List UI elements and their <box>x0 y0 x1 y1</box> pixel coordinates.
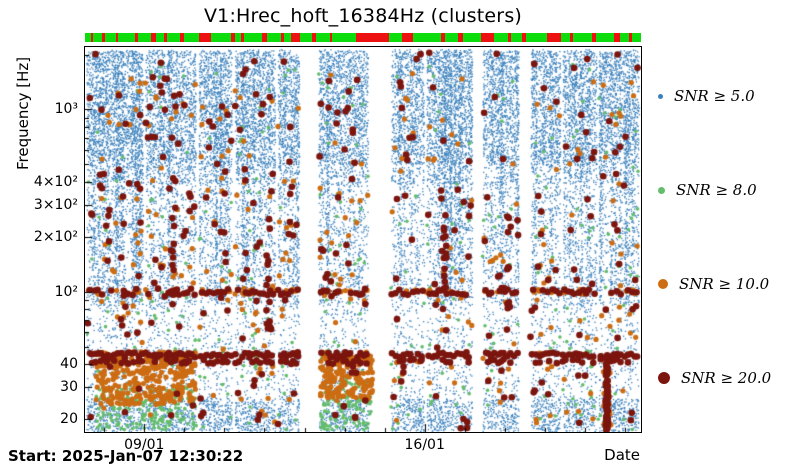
status-alert-segment <box>164 33 168 42</box>
status-alert-segment <box>592 33 597 42</box>
status-alert-segment <box>241 33 244 42</box>
status-alert-segment <box>230 33 236 42</box>
status-alert-segment <box>614 33 620 42</box>
y-tick-label: 30 <box>60 379 78 395</box>
status-alert-segment <box>101 33 105 42</box>
status-alert-segment <box>457 33 464 42</box>
status-alert-segment <box>135 33 138 42</box>
legend-label: SNR ≥ 5.0 <box>674 87 755 105</box>
legend-marker-dot <box>658 186 665 194</box>
y-tick-label: 40 <box>60 356 78 373</box>
legend-item: SNR ≥ 20.0 <box>658 368 771 388</box>
legend-label: SNR ≥ 10.0 <box>679 275 770 293</box>
y-tick-label: 10² <box>54 283 78 300</box>
status-alert-segment <box>311 33 317 42</box>
legend-item: SNR ≥ 8.0 <box>658 180 757 200</box>
legend-item: SNR ≥ 5.0 <box>658 86 755 106</box>
y-tick-label: 3×10² <box>33 196 78 213</box>
x-axis-label: Date <box>604 446 640 464</box>
y-tick-label: 4×10² <box>33 174 78 190</box>
status-alert-segment <box>401 33 413 42</box>
plot-area <box>84 46 642 433</box>
x-tick-label: 09/01 <box>124 437 165 453</box>
y-tick-label: 2×10² <box>33 228 78 245</box>
legend-marker-dot <box>658 93 663 99</box>
legend-label: SNR ≥ 20.0 <box>681 369 772 387</box>
status-alert-segment <box>546 33 561 42</box>
legend-marker-dot <box>658 279 668 289</box>
status-alert-segment <box>115 33 119 42</box>
y-tick-label: 20 <box>60 411 78 428</box>
status-alert-segment <box>355 33 390 42</box>
status-alert-segment <box>261 33 268 42</box>
status-alert-segment <box>569 33 574 42</box>
status-alert-segment <box>280 33 284 42</box>
status-alert-segment <box>440 33 446 42</box>
status-alert-segment <box>329 33 333 42</box>
status-alert-segment <box>481 33 494 42</box>
status-alert-segment <box>179 33 184 42</box>
status-alert-segment <box>507 33 511 42</box>
chart-title: V1:Hrec_hoft_16384Hz (clusters) <box>203 5 523 27</box>
status-alert-segment <box>628 33 632 42</box>
y-tick-label: 10³ <box>54 101 78 118</box>
legend-marker-dot <box>658 372 670 384</box>
status-alert-segment <box>150 33 157 42</box>
start-time-label: Start: 2025-Jan-07 12:30:22 <box>8 447 244 465</box>
status-alert-segment <box>290 33 300 42</box>
status-alert-segment <box>90 33 94 42</box>
x-tick-label: 16/01 <box>404 437 445 453</box>
legend-item: SNR ≥ 10.0 <box>658 274 769 294</box>
status-alert-segment <box>521 33 526 42</box>
scatter-canvas <box>85 47 641 432</box>
legend-label: SNR ≥ 8.0 <box>676 181 757 199</box>
status-bar <box>85 33 641 42</box>
status-alert-segment <box>199 33 212 42</box>
